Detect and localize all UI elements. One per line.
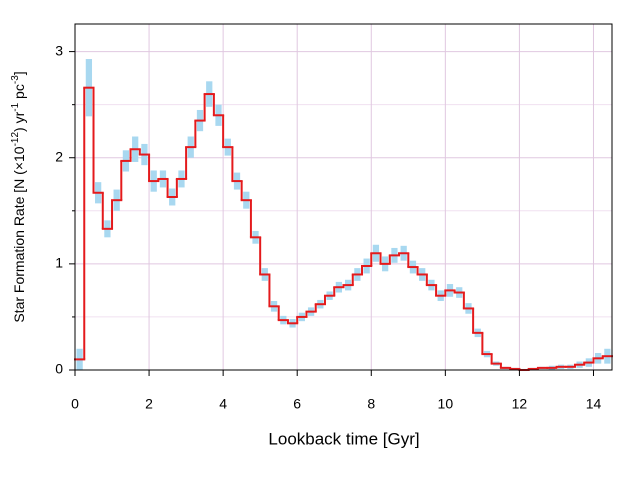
y-label-sup: -1 bbox=[10, 102, 21, 111]
y-tick-label: 0 bbox=[55, 361, 63, 377]
y-label-part: ] bbox=[11, 71, 27, 75]
plot-frame bbox=[74, 23, 613, 371]
y-label-sup: -3 bbox=[10, 75, 21, 84]
y-tick-label: 2 bbox=[55, 148, 63, 164]
x-tick-label: 2 bbox=[145, 396, 153, 412]
x-tick-label: 4 bbox=[219, 396, 227, 412]
y-label-part: pc bbox=[11, 84, 27, 103]
x-tick-label: 0 bbox=[71, 396, 79, 412]
y-tick-label: 3 bbox=[55, 42, 63, 58]
x-axis-label: Lookback time [Gyr] bbox=[268, 429, 419, 448]
x-tick-label: 12 bbox=[512, 396, 528, 412]
x-tick-label: 14 bbox=[586, 396, 602, 412]
x-tick-label: 10 bbox=[438, 396, 454, 412]
y-label-sup: -12 bbox=[10, 132, 21, 147]
y-label-part: Star Formation Rate [N (×10 bbox=[11, 146, 27, 322]
y-axis-label: Star Formation Rate [N (×10-12) yr-1 pc-… bbox=[10, 71, 27, 322]
x-tick-label: 8 bbox=[367, 396, 375, 412]
y-label-part: ) yr bbox=[11, 111, 27, 132]
y-tick-label: 1 bbox=[55, 255, 63, 271]
x-tick-label: 6 bbox=[293, 396, 301, 412]
